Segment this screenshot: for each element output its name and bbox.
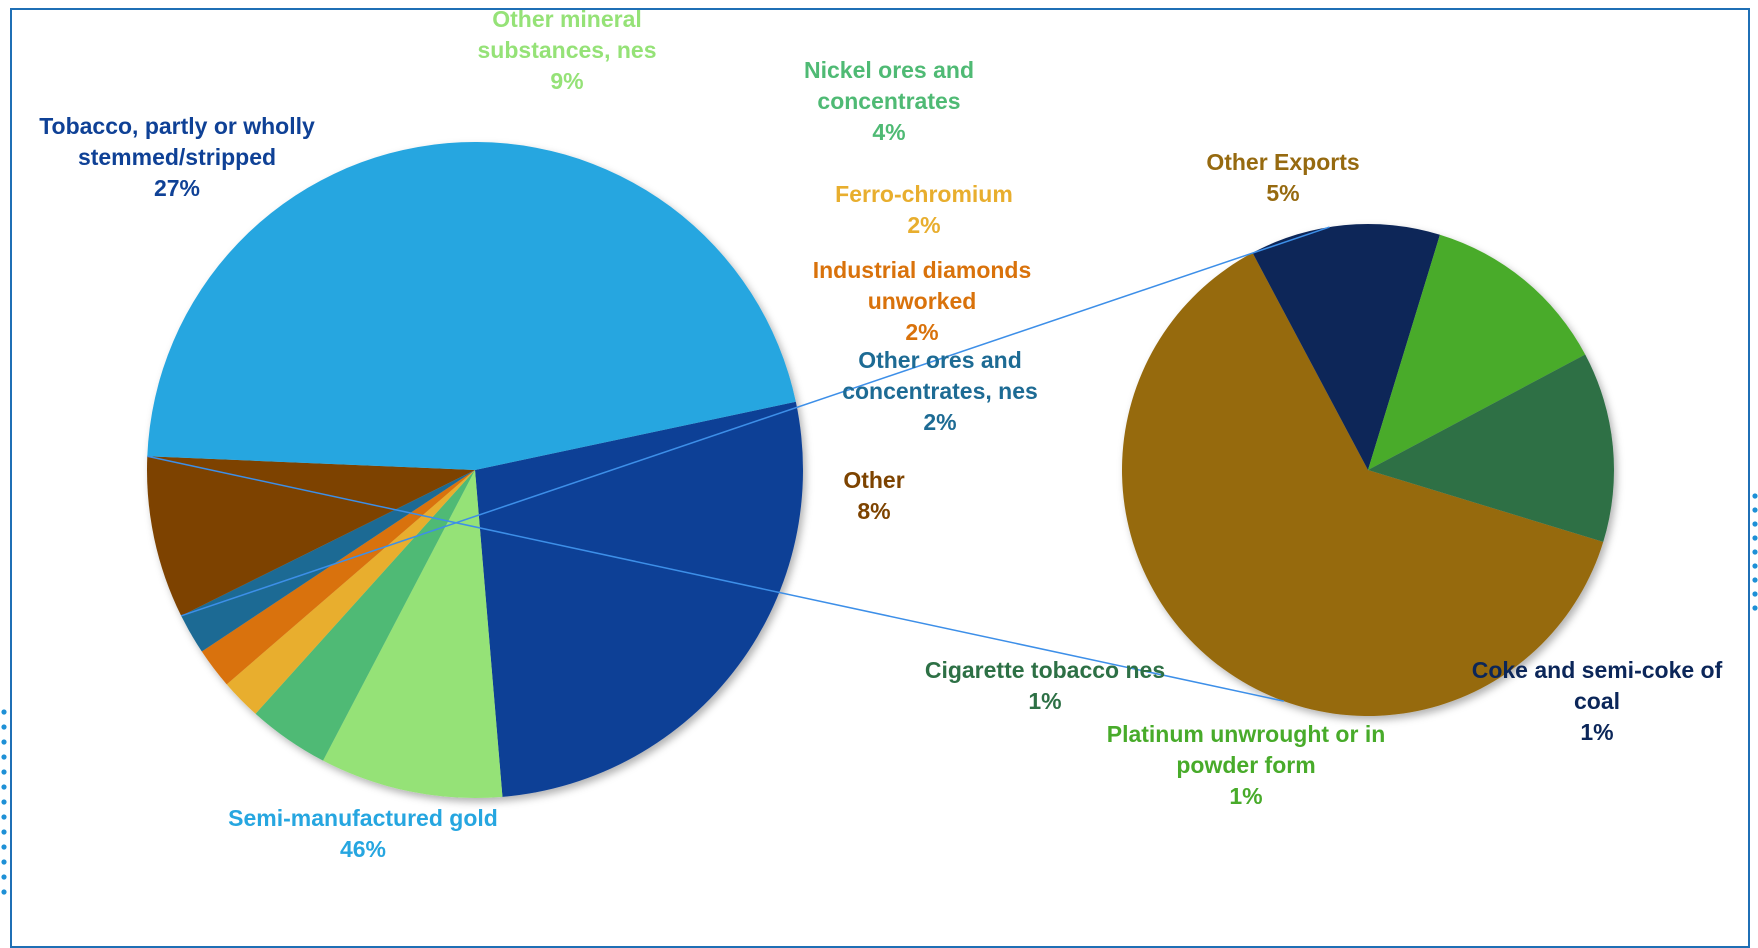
- main-label-semi-manufactured-gold: Semi-manufactured gold 46%: [228, 805, 498, 862]
- decoration-dot: [1, 739, 7, 745]
- main-slice-nickel-ores-and-concentrates: [255, 470, 475, 761]
- main-slice-semi-manufactured-gold: [147, 141, 796, 470]
- main-slice-ferro-chromium: [226, 470, 475, 714]
- decoration-dot: [1, 724, 7, 730]
- main-label-industrial-diamonds-unworked: Industrial diamonds unworked 2%: [813, 257, 1032, 345]
- secondary-slice-other-exports: [1121, 252, 1604, 717]
- connector-line-top: [180, 226, 1330, 617]
- main-label-other: Other 8%: [843, 467, 904, 524]
- decoration-dot: [1752, 577, 1758, 583]
- main-label-other-ores-and-concentrates-nes: Other ores and concentrates, nes 2%: [842, 347, 1038, 435]
- decoration-dot: [1, 814, 7, 820]
- main-label-nickel-ores-and-concentrates: Nickel ores and concentrates 4%: [804, 57, 974, 145]
- secondary-slice-platinum-unwrought-or-in-powder-form: [1368, 234, 1586, 470]
- secondary-pie: [1121, 224, 1614, 717]
- decoration-dot: [1, 874, 7, 880]
- main-pie: [146, 141, 803, 799]
- secondary-label-other-exports: Other Exports 5%: [1206, 149, 1359, 206]
- decoration-dot: [1, 844, 7, 850]
- main-label-ferro-chromium: Ferro-chromium 2%: [835, 181, 1013, 238]
- main-slice-industrial-diamonds-unworked: [201, 470, 476, 685]
- decoration-dot: [1752, 549, 1758, 555]
- decoration-dot: [1752, 493, 1758, 499]
- connector-line-bottom: [147, 455, 1285, 702]
- secondary-label-coke-and-semi-coke-of-coal: Coke and semi-coke of coal 1%: [1472, 657, 1723, 745]
- secondary-slice-cigarette-tobacco-nes: [1368, 354, 1614, 542]
- decoration-dot: [1, 799, 7, 805]
- decoration-dots: [1, 493, 1758, 895]
- decoration-dot: [1752, 521, 1758, 527]
- secondary-label-platinum-unwrought-or-in-powder-form: Platinum unwrought or in powder form 1%: [1107, 721, 1386, 809]
- secondary-label-cigarette-tobacco-nes: Cigarette tobacco nes 1%: [925, 657, 1165, 714]
- main-slice-other: [146, 456, 475, 616]
- main-label-other-mineral-substances-nes: Other mineral substances, nes 9%: [478, 6, 657, 94]
- secondary-slice-coke-and-semi-coke-of-coal: [1252, 224, 1440, 470]
- main-label-tobacco-partly-or-wholly-stemmed-stripped: Tobacco, partly or wholly stemmed/strippe…: [39, 113, 315, 201]
- decoration-dot: [1, 829, 7, 835]
- connector-lines: [147, 226, 1330, 702]
- decoration-dot: [1, 754, 7, 760]
- decoration-dot: [1, 709, 7, 715]
- decoration-dot: [1752, 591, 1758, 597]
- decoration-dot: [1, 784, 7, 790]
- slice-labels: Tobacco, partly or wholly stemmed/strippe…: [39, 6, 1722, 862]
- decoration-dot: [1752, 605, 1758, 611]
- main-slice-tobacco-partly-or-wholly-stemmed-stripped: [475, 401, 803, 797]
- decoration-dot: [1, 889, 7, 895]
- decoration-dot: [1752, 535, 1758, 541]
- main-slice-other-mineral-substances-nes: [323, 470, 503, 799]
- decoration-dot: [1, 859, 7, 865]
- decoration-dot: [1752, 563, 1758, 569]
- decoration-dot: [1, 769, 7, 775]
- decoration-dot: [1752, 507, 1758, 513]
- main-slice-other-ores-and-concentrates-nes: [181, 470, 475, 652]
